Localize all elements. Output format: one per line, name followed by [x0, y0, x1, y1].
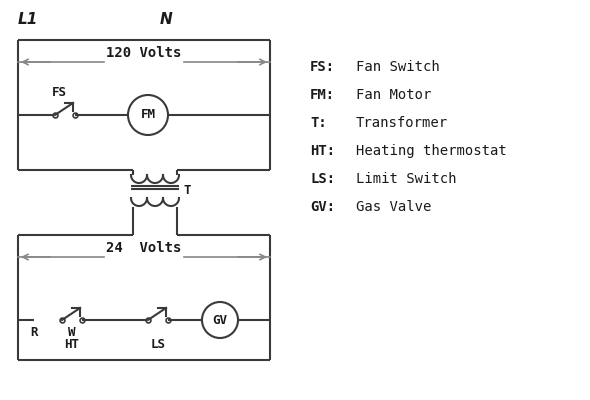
Text: T:: T: [310, 116, 327, 130]
Text: 24  Volts: 24 Volts [106, 241, 182, 255]
Text: Transformer: Transformer [356, 116, 448, 130]
Text: GV: GV [212, 314, 228, 326]
Text: N: N [160, 12, 173, 27]
Text: R: R [30, 326, 38, 339]
Text: LS:: LS: [310, 172, 335, 186]
Text: GV:: GV: [310, 200, 335, 214]
Text: T: T [183, 184, 191, 196]
Text: HT:: HT: [310, 144, 335, 158]
Text: FS:: FS: [310, 60, 335, 74]
Text: Fan Switch: Fan Switch [356, 60, 440, 74]
Text: FM: FM [140, 108, 156, 122]
Text: Fan Motor: Fan Motor [356, 88, 431, 102]
Text: Heating thermostat: Heating thermostat [356, 144, 507, 158]
Text: FS: FS [51, 86, 67, 99]
Text: Gas Valve: Gas Valve [356, 200, 431, 214]
Text: L1: L1 [18, 12, 38, 27]
Text: LS: LS [150, 338, 166, 351]
Text: FM:: FM: [310, 88, 335, 102]
Text: W: W [68, 326, 76, 339]
Text: Limit Switch: Limit Switch [356, 172, 457, 186]
Text: HT: HT [64, 338, 80, 351]
Text: 120 Volts: 120 Volts [106, 46, 182, 60]
